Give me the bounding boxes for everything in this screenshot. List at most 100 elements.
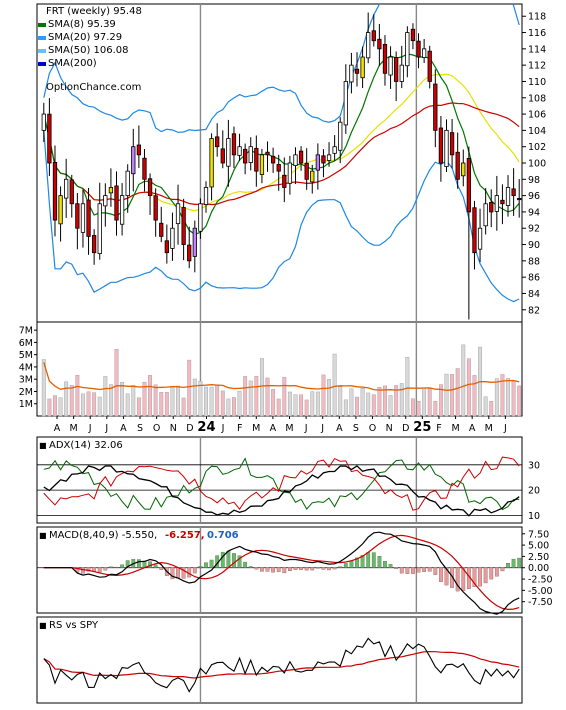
- volume-bar: [416, 401, 421, 417]
- volume-bar: [450, 374, 455, 417]
- x-tick-label: D: [186, 423, 193, 434]
- macd-histogram-bar: [176, 567, 180, 579]
- candle-body: [170, 227, 175, 249]
- volume-bar: [136, 397, 141, 417]
- volume-bar: [47, 398, 52, 417]
- macd-histogram-bar: [411, 567, 415, 574]
- candle-body: [298, 150, 304, 164]
- volume-tick-label: 5M: [19, 350, 33, 361]
- candle-body: [159, 222, 164, 237]
- volume-bar: [349, 388, 354, 417]
- volume-bar: [153, 384, 158, 417]
- bollinger-upper-band: [43, 4, 520, 133]
- candle-body: [181, 207, 186, 245]
- candle-body: [114, 185, 119, 221]
- panel-frame-rs: [36, 616, 523, 704]
- volume-bar: [371, 394, 376, 417]
- x-tick-label: M: [252, 423, 260, 434]
- volume-bar: [405, 357, 410, 417]
- volume-bar: [287, 391, 292, 417]
- source-label: OptionChance.com: [46, 82, 141, 93]
- candle-body: [360, 56, 365, 79]
- minus-di-line: [43, 456, 520, 511]
- volume-bar: [220, 390, 225, 417]
- price-tick-label: 88: [528, 256, 540, 267]
- legend-swatch: [38, 23, 46, 27]
- macd-histogram-bar: [81, 567, 85, 574]
- volume-bar: [131, 385, 136, 417]
- candle-body: [125, 170, 130, 197]
- adx-tick-label: 20: [528, 486, 540, 497]
- volume-bar: [466, 358, 471, 417]
- adx-tick-label: 30: [528, 460, 540, 471]
- volume-bar: [304, 399, 309, 417]
- macd-histogram-bar: [232, 553, 236, 568]
- x-tick-label: J: [320, 423, 324, 434]
- bollinger-lower-band: [43, 130, 520, 303]
- x-tick-label: A: [336, 423, 343, 434]
- legend-swatch: [38, 36, 46, 40]
- macd-tick-label: -7.50: [528, 597, 553, 608]
- volume-bar: [438, 384, 443, 417]
- macd-histogram-bar: [355, 557, 359, 568]
- price-tick-label: 100: [528, 159, 546, 170]
- macd-histogram-bar: [506, 562, 510, 568]
- candle-body: [147, 178, 153, 197]
- macd-histogram-bar: [310, 567, 315, 571]
- candle-body: [231, 133, 237, 156]
- macd-histogram-bar: [159, 567, 164, 570]
- candle-body: [58, 195, 63, 225]
- candle-body: [103, 195, 108, 207]
- x-tick-label: A: [270, 423, 277, 434]
- candle-body: [338, 121, 343, 151]
- macd-histogram-bar: [455, 567, 460, 592]
- candle-body: [243, 148, 248, 164]
- volume-bar: [41, 359, 46, 417]
- volume-bar: [215, 384, 220, 417]
- volume-bar: [282, 377, 287, 417]
- macd-tick-label: 2.50: [528, 552, 549, 563]
- candle-body: [321, 155, 326, 164]
- macd-tick-label: -5.00: [528, 586, 553, 597]
- price-tick-label: 108: [528, 93, 546, 104]
- macd-histogram-bar: [103, 567, 108, 571]
- macd-histogram-bar: [209, 559, 214, 568]
- rs-legend-swatch: ■: [39, 621, 47, 630]
- chart-title: FRT (weekly) 95.48: [46, 6, 142, 17]
- macd-line: [43, 531, 520, 615]
- volume-bar: [433, 400, 438, 417]
- volume-bar: [265, 377, 270, 417]
- volume-bar: [92, 392, 97, 417]
- macd-histogram-bar: [198, 566, 203, 568]
- macd-histogram-bar: [265, 567, 270, 572]
- price-tick-label: 112: [528, 61, 546, 72]
- macd-histogram-bar: [349, 560, 354, 568]
- candle-body: [466, 158, 472, 213]
- volume-bar: [81, 393, 85, 417]
- candle-body: [354, 68, 360, 74]
- x-tick-label: F: [237, 423, 242, 434]
- volume-bar: [332, 353, 337, 417]
- macd-histogram-bar: [332, 567, 337, 570]
- panel-frame-macd: [36, 526, 523, 614]
- candle-body: [500, 199, 505, 205]
- volume-bar: [120, 381, 125, 417]
- candle-body: [489, 201, 494, 213]
- candle-body: [349, 64, 354, 83]
- candle-body: [136, 144, 142, 156]
- candle-body: [505, 187, 511, 206]
- macd-histogram-bar: [489, 567, 494, 580]
- volume-bar: [506, 378, 510, 417]
- x-tick-label: A: [469, 423, 476, 434]
- price-tick-label: 94: [528, 207, 540, 218]
- candle-body: [237, 146, 242, 156]
- macd-histogram-bar: [494, 567, 499, 577]
- macd-histogram-bar: [433, 567, 438, 575]
- volume-bar: [489, 400, 494, 417]
- volume-bar: [248, 380, 253, 417]
- candle-body: [326, 154, 332, 161]
- volume-bar: [237, 390, 242, 417]
- volume-bar: [176, 385, 180, 417]
- candle-body: [220, 148, 225, 164]
- macd-histogram-bar: [371, 552, 376, 568]
